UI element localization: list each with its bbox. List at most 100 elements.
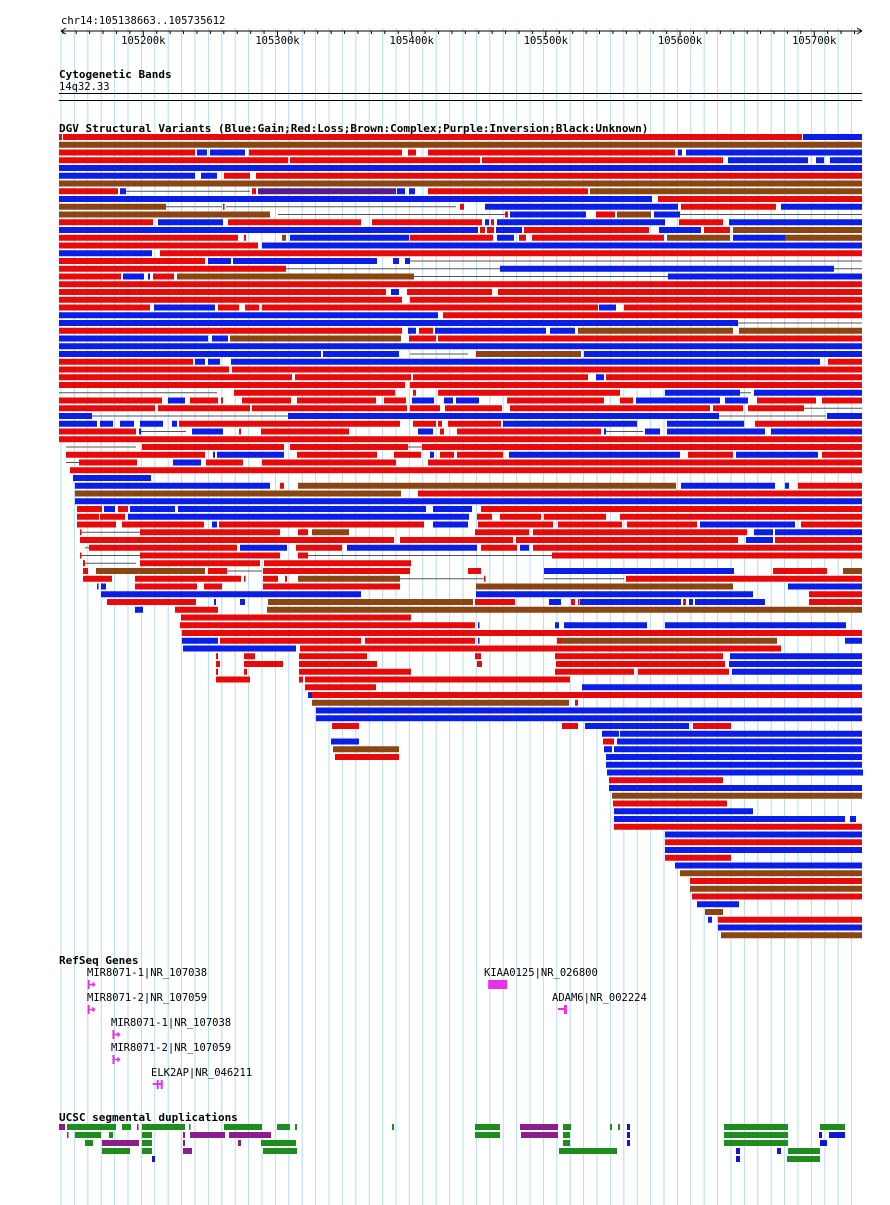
- dgv-variant[interactable]: [826, 413, 862, 419]
- dgv-variant[interactable]: [80, 529, 82, 536]
- dgv-variant[interactable]: [689, 599, 694, 605]
- dgv-variant[interactable]: [809, 599, 862, 605]
- segdup-feature[interactable]: [787, 1148, 820, 1154]
- dgv-variant[interactable]: [606, 761, 862, 768]
- dgv-variant[interactable]: [63, 134, 803, 140]
- dgv-variant[interactable]: [207, 358, 220, 365]
- dgv-variant[interactable]: [312, 529, 349, 536]
- segdup-feature[interactable]: [736, 1148, 741, 1154]
- dgv-variant[interactable]: [284, 575, 288, 582]
- dgv-variant[interactable]: [477, 622, 480, 629]
- dgv-variant[interactable]: [135, 606, 144, 613]
- segdup-feature[interactable]: [618, 1124, 620, 1130]
- segdup-feature[interactable]: [261, 1140, 297, 1146]
- dgv-variant[interactable]: [122, 521, 204, 528]
- dgv-variant[interactable]: [694, 599, 765, 605]
- dgv-variant[interactable]: [244, 234, 246, 241]
- refseq-gene-label[interactable]: MIR8071-2|NR_107059: [111, 1042, 231, 1054]
- dgv-variant[interactable]: [486, 227, 494, 233]
- dgv-variant[interactable]: [268, 599, 474, 605]
- segdup-feature[interactable]: [142, 1132, 152, 1138]
- dgv-variant[interactable]: [524, 227, 650, 233]
- dgv-variant[interactable]: [252, 188, 257, 195]
- dgv-variant[interactable]: [550, 327, 576, 334]
- coordinate-ruler[interactable]: 105200k 105300k 105400k 105500k 105600k 10570…: [60, 27, 863, 47]
- dgv-variant[interactable]: [755, 420, 862, 427]
- dgv-variant[interactable]: [58, 358, 194, 365]
- dgv-variant[interactable]: [481, 544, 517, 551]
- dgv-variant[interactable]: [257, 188, 396, 195]
- dgv-variant[interactable]: [217, 451, 285, 458]
- dgv-variant[interactable]: [58, 219, 153, 226]
- dgv-variant[interactable]: [665, 839, 862, 846]
- dgv-variant[interactable]: [58, 165, 863, 171]
- segdup-feature[interactable]: [391, 1124, 395, 1130]
- segdup-feature[interactable]: [101, 1140, 140, 1146]
- dgv-variant[interactable]: [437, 389, 620, 396]
- dgv-variant[interactable]: [830, 157, 862, 164]
- dgv-variant[interactable]: [680, 870, 862, 877]
- dgv-variant[interactable]: [123, 273, 144, 280]
- dgv-variant[interactable]: [476, 583, 733, 590]
- segdup-feature[interactable]: [724, 1124, 788, 1130]
- segdup-feature[interactable]: [626, 1124, 631, 1130]
- dgv-variant[interactable]: [335, 754, 399, 760]
- dgv-variant[interactable]: [252, 405, 407, 412]
- segdup-feature[interactable]: [142, 1124, 186, 1130]
- dgv-variant[interactable]: [241, 397, 292, 404]
- dgv-variant[interactable]: [481, 506, 862, 512]
- dgv-variant[interactable]: [822, 451, 862, 458]
- dgv-variant[interactable]: [83, 575, 113, 582]
- cytoband-label[interactable]: 14q32.33: [59, 81, 110, 93]
- dgv-variant[interactable]: [724, 397, 749, 404]
- dgv-variant[interactable]: [784, 482, 789, 489]
- dgv-variant[interactable]: [240, 599, 246, 605]
- dgv-variant[interactable]: [748, 405, 804, 412]
- dgv-variant[interactable]: [500, 513, 541, 520]
- dgv-variant[interactable]: [784, 234, 862, 241]
- segdup-feature[interactable]: [182, 1148, 192, 1154]
- dgv-variant[interactable]: [658, 227, 701, 233]
- dgv-variant[interactable]: [139, 420, 164, 427]
- dgv-variant[interactable]: [280, 482, 285, 489]
- refseq-gene-label[interactable]: MIR8071-1|NR_107038: [87, 967, 207, 979]
- refseq-gene-label[interactable]: KIAA0125|NR_026800: [484, 967, 598, 979]
- dgv-variant[interactable]: [558, 521, 623, 528]
- dgv-variant[interactable]: [394, 451, 422, 458]
- dgv-variant[interactable]: [477, 513, 493, 520]
- dgv-variant[interactable]: [58, 281, 863, 288]
- segdup-feature[interactable]: [563, 1124, 572, 1130]
- dgv-variant[interactable]: [178, 506, 427, 512]
- dgv-variant[interactable]: [595, 374, 604, 381]
- dgv-variant[interactable]: [215, 668, 219, 675]
- dgv-variant[interactable]: [682, 599, 686, 605]
- dgv-variant[interactable]: [312, 692, 862, 698]
- dgv-variant[interactable]: [211, 335, 229, 342]
- dgv-variant[interactable]: [611, 792, 862, 799]
- dgv-variant[interactable]: [645, 428, 661, 435]
- dgv-variant[interactable]: [179, 622, 475, 629]
- dgv-variant[interactable]: [771, 428, 862, 435]
- segdup-feature[interactable]: [474, 1124, 501, 1130]
- dgv-variant[interactable]: [606, 754, 862, 760]
- dgv-variant[interactable]: [609, 777, 724, 784]
- dgv-variant[interactable]: [118, 506, 128, 512]
- dgv-variant[interactable]: [215, 661, 220, 667]
- dgv-variant[interactable]: [244, 668, 247, 675]
- dgv-variant[interactable]: [407, 327, 416, 334]
- dgv-variant[interactable]: [732, 234, 785, 241]
- dgv-variant[interactable]: [555, 661, 725, 667]
- dgv-variant[interactable]: [484, 575, 486, 582]
- dgv-variant[interactable]: [261, 459, 396, 466]
- dgv-variant[interactable]: [159, 250, 863, 257]
- segdup-feature[interactable]: [295, 1124, 297, 1130]
- dgv-variant[interactable]: [732, 668, 862, 675]
- dgv-variant[interactable]: [474, 529, 529, 536]
- refseq-gene-body[interactable]: [488, 980, 508, 989]
- dgv-variant[interactable]: [304, 676, 571, 683]
- dgv-variant[interactable]: [583, 351, 862, 357]
- dgv-variant[interactable]: [221, 397, 223, 404]
- segdup-feature[interactable]: [101, 1148, 131, 1154]
- dgv-variant[interactable]: [491, 219, 494, 226]
- dgv-variant[interactable]: [410, 405, 441, 412]
